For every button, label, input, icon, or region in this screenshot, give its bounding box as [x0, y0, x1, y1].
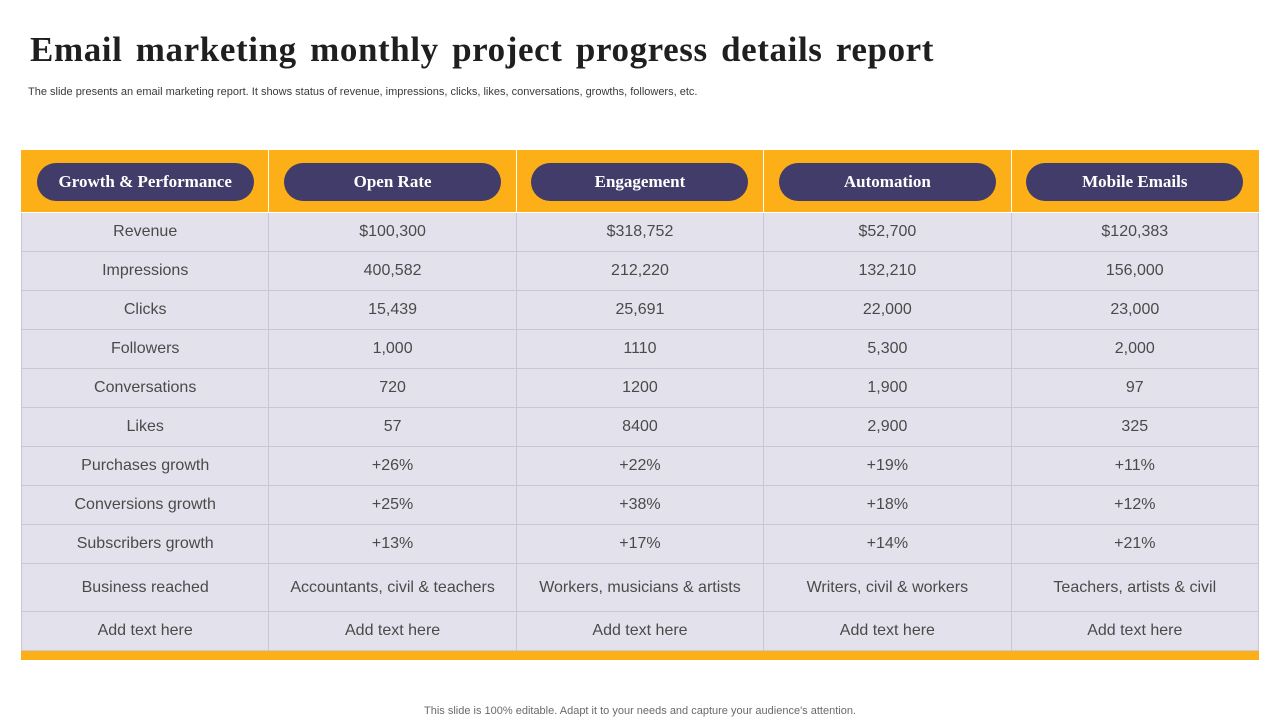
table-cell: +11% [1010, 446, 1260, 486]
table-cell: +12% [1010, 485, 1260, 525]
table-cell: 1110 [515, 329, 765, 369]
table-cell: Add text here [268, 611, 517, 651]
table-row: Subscribers growth +13% +17% +14% +21% [20, 524, 1260, 564]
header-pill-mobile-emails: Mobile Emails [1026, 162, 1244, 201]
table-cell: 8400 [515, 407, 765, 447]
table-row: Conversations 720 1200 1,900 97 [20, 368, 1260, 408]
table-cell: 22,000 [763, 290, 1012, 330]
table-cell: Accountants, civil & teachers [268, 563, 517, 612]
table-row: Conversions growth +25% +38% +18% +12% [20, 485, 1260, 525]
table-cell: 25,691 [515, 290, 765, 330]
table-cell: 325 [1010, 407, 1260, 447]
table-cell: +14% [763, 524, 1012, 564]
table-cell: +19% [763, 446, 1012, 486]
row-label-cell: Conversions growth [20, 485, 270, 525]
table-cell: $120,383 [1010, 212, 1260, 252]
table-row: Impressions 400,582 212,220 132,210 156,000 [20, 251, 1260, 291]
table-cell: 1200 [515, 368, 765, 408]
table-cell: 1,900 [763, 368, 1012, 408]
page-title: Email marketing monthly project progress… [30, 30, 935, 69]
table-cell: $100,300 [268, 212, 517, 252]
table-cell: 1,000 [268, 329, 517, 369]
table-cell: +17% [515, 524, 765, 564]
table-row: Likes 57 8400 2,900 325 [20, 407, 1260, 447]
table-body: Revenue $100,300 $318,752 $52,700 $120,383 Im… [20, 212, 1260, 651]
row-label-cell: Conversations [20, 368, 270, 408]
table-cell: 156,000 [1010, 251, 1260, 291]
table-cell: $318,752 [515, 212, 765, 252]
table-cell: +21% [1010, 524, 1260, 564]
footer-note: This slide is 100% editable. Adapt it to… [424, 705, 856, 717]
table-cell: +26% [268, 446, 517, 486]
row-label-cell: Add text here [20, 611, 270, 651]
table-cell: Writers, civil & workers [763, 563, 1012, 612]
table-cell: Add text here [763, 611, 1012, 651]
table-cell: +38% [515, 485, 765, 525]
table-header-row: Growth & Performance Open Rate Engagemen… [20, 150, 1260, 213]
table-cell: 400,582 [268, 251, 517, 291]
header-cell: Growth & Performance [20, 150, 270, 213]
table-cell: 57 [268, 407, 517, 447]
table-row: Clicks 15,439 25,691 22,000 23,000 [20, 290, 1260, 330]
row-label-cell: Revenue [20, 212, 270, 252]
row-label-cell: Purchases growth [20, 446, 270, 486]
table-cell: 15,439 [268, 290, 517, 330]
header-cell: Open Rate [268, 150, 517, 213]
table-bottom-bar [21, 651, 1259, 660]
report-table-container: Growth & Performance Open Rate Engagemen… [20, 150, 1260, 660]
table-cell: +18% [763, 485, 1012, 525]
header-cell: Automation [763, 150, 1012, 213]
table-cell: $52,700 [763, 212, 1012, 252]
table-cell: 2,000 [1010, 329, 1260, 369]
table-cell: 212,220 [515, 251, 765, 291]
header-pill-growth-performance: Growth & Performance [36, 162, 254, 201]
row-label-cell: Clicks [20, 290, 270, 330]
table-cell: Add text here [515, 611, 765, 651]
table-cell: Add text here [1010, 611, 1260, 651]
header-cell: Engagement [515, 150, 765, 213]
table-cell: 132,210 [763, 251, 1012, 291]
table-row: Purchases growth +26% +22% +19% +11% [20, 446, 1260, 486]
table-cell: Teachers, artists & civil [1010, 563, 1260, 612]
table-cell: 5,300 [763, 329, 1012, 369]
header-pill-automation: Automation [778, 162, 996, 201]
table-row: Followers 1,000 1110 5,300 2,000 [20, 329, 1260, 369]
row-label-cell: Business reached [20, 563, 270, 612]
row-label-cell: Likes [20, 407, 270, 447]
header-cell: Mobile Emails [1010, 150, 1260, 213]
table-cell: 2,900 [763, 407, 1012, 447]
table-row: Revenue $100,300 $318,752 $52,700 $120,383 [20, 212, 1260, 252]
row-label-cell: Subscribers growth [20, 524, 270, 564]
header-pill-open-rate: Open Rate [284, 162, 502, 201]
row-label-cell: Impressions [20, 251, 270, 291]
table-cell: +22% [515, 446, 765, 486]
table-row: Business reached Accountants, civil & tea… [20, 563, 1260, 612]
table-cell: Workers, musicians & artists [515, 563, 765, 612]
table-cell: 720 [268, 368, 517, 408]
table-cell: +25% [268, 485, 517, 525]
page-subtitle: The slide presents an email marketing re… [28, 86, 698, 98]
header-pill-engagement: Engagement [531, 162, 749, 201]
table-row: Add text here Add text here Add text here A… [20, 611, 1260, 651]
table-cell: +13% [268, 524, 517, 564]
row-label-cell: Followers [20, 329, 270, 369]
report-table: Growth & Performance Open Rate Engagemen… [20, 150, 1260, 651]
table-cell: 23,000 [1010, 290, 1260, 330]
table-cell: 97 [1010, 368, 1260, 408]
